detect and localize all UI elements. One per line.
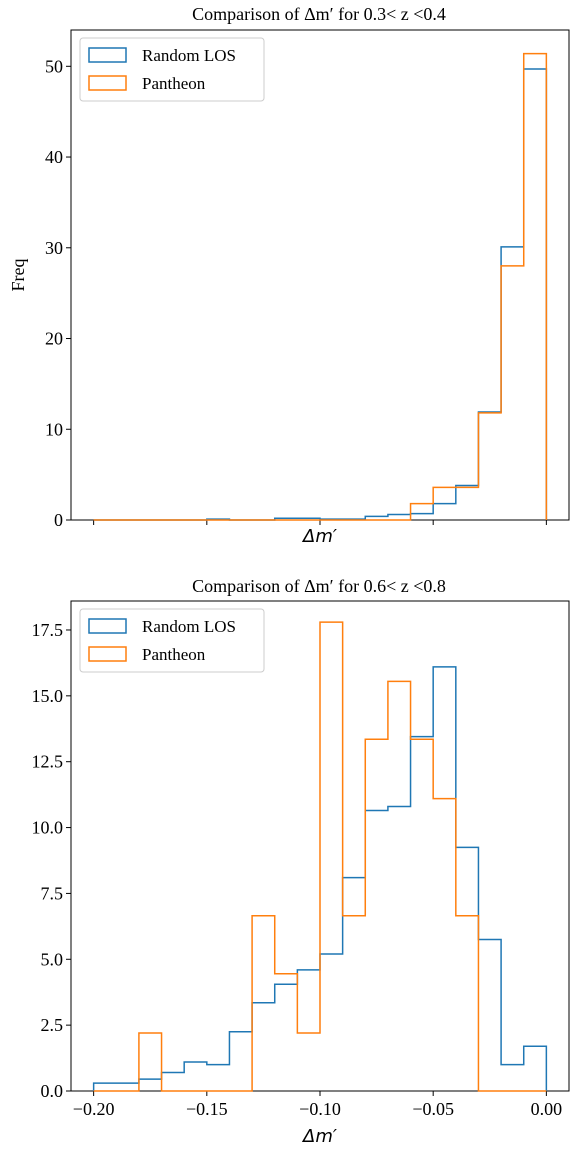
- legend-label: Random LOS: [142, 46, 236, 65]
- y-tick-label: 2.5: [41, 1015, 64, 1035]
- chart-2-title: Comparison of Δm′ for 0.6< z <0.8: [192, 576, 446, 596]
- x-tick-label: 0.00: [531, 1099, 563, 1119]
- chart-1-frame: [70, 29, 570, 521]
- y-tick-label: 50: [45, 56, 63, 76]
- y-tick-label: 10: [45, 419, 63, 439]
- y-tick-label: 12.5: [32, 752, 64, 772]
- legend-swatch: [88, 75, 127, 91]
- y-tick-label: 30: [45, 238, 63, 258]
- chart-2: Comparison of Δm′ for 0.6< z <0.8 0.0 2.5…: [32, 576, 570, 1147]
- x-tick-label: −0.20: [73, 1099, 115, 1119]
- x-tick-label: −0.15: [186, 1099, 228, 1119]
- chart-2-plot: 0.0 2.5 5.0 7.5 10.0 12.5 15.0 17.5 −0.20 −0.15 −0…: [32, 608, 563, 1119]
- legend-swatch: [88, 646, 127, 662]
- chart-2-xlabel: Δm′: [301, 1126, 337, 1147]
- y-tick-label: 7.5: [41, 883, 64, 903]
- legend-label: Pantheon: [142, 645, 206, 664]
- y-tick-label: 0: [54, 510, 63, 530]
- x-tick-label: −0.05: [412, 1099, 454, 1119]
- x-tick-label: −0.10: [299, 1099, 341, 1119]
- series-pantheon-step: [93, 52, 548, 521]
- y-tick-label: 0.0: [41, 1081, 64, 1101]
- y-tick-label: 15.0: [32, 686, 64, 706]
- chart-1-plot: 0 10 20 30 40 50 Random LOS Pantheon: [45, 37, 548, 530]
- chart-1-xlabel: Δm′: [301, 526, 337, 547]
- chart-1-ylabel: Freq: [8, 259, 28, 292]
- chart-1: Comparison of Δm′ for 0.3< z <0.4 0 10 20 3…: [8, 4, 570, 547]
- legend-label: Random LOS: [142, 617, 236, 636]
- y-tick-label: 17.5: [32, 620, 64, 640]
- y-tick-label: 40: [45, 147, 63, 167]
- legend-label: Pantheon: [142, 74, 206, 93]
- chart-1-title: Comparison of Δm′ for 0.3< z <0.4: [192, 4, 446, 24]
- y-tick-label: 5.0: [41, 949, 64, 969]
- legend-swatch: [88, 618, 127, 634]
- y-tick-label: 10.0: [32, 818, 64, 838]
- legend-swatch: [88, 47, 127, 63]
- y-tick-label: 20: [45, 329, 63, 349]
- series-pantheon-step: [93, 621, 547, 1092]
